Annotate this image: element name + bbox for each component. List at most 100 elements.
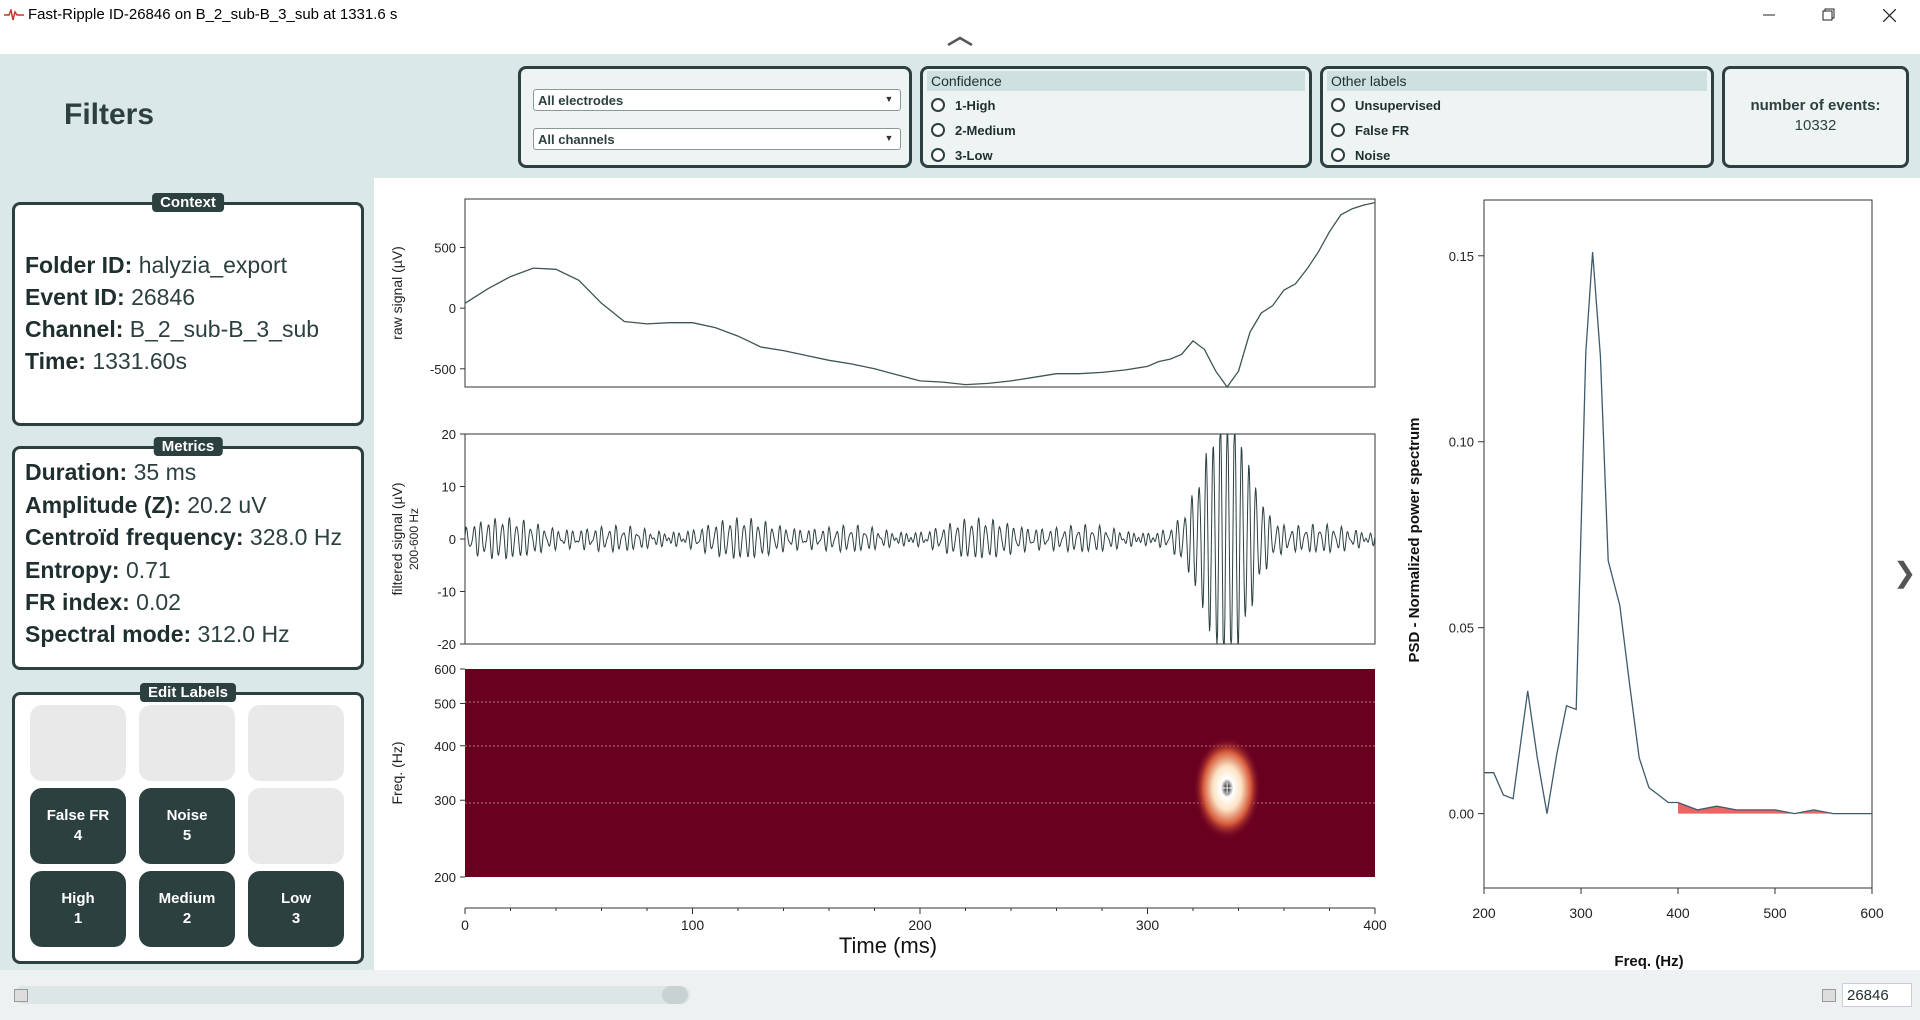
electrode-select[interactable]: All electrodes ▼ — [533, 89, 901, 111]
psd-shaded-region — [1678, 802, 1872, 814]
radio-confidence-high[interactable]: 1-High — [931, 95, 995, 115]
radio-label: 3-Low — [955, 147, 993, 163]
event-id-row: Event ID: 26846 — [25, 284, 195, 311]
amplitude-value: 20.2 uV — [187, 492, 267, 518]
medium-button[interactable]: Medium 2 — [139, 871, 235, 947]
channel-select[interactable]: All channels ▼ — [533, 128, 901, 150]
raw-ytick-label: 500 — [434, 241, 456, 256]
psd-line — [1484, 252, 1872, 815]
tf-peak-marker — [1222, 783, 1233, 794]
event-count-value: 10332 — [1794, 117, 1837, 134]
radio-circle — [931, 148, 945, 162]
spectral-mode-row: Spectral mode: 312.0 Hz — [25, 621, 290, 648]
folder-id-value: halyzia_export — [138, 252, 288, 278]
restore-button[interactable] — [1800, 0, 1858, 30]
raw-ytick-label: -500 — [430, 362, 456, 377]
high-button[interactable]: High 1 — [30, 871, 126, 947]
low-shortcut: 3 — [291, 910, 301, 927]
minimize-icon — [1763, 14, 1775, 16]
edit-labels-box: Edit Labels False FR 4 Noise 5 High 1 Me… — [12, 683, 364, 964]
psd-xlabel: Freq. (Hz) — [1614, 953, 1683, 970]
radio-circle — [1331, 123, 1345, 137]
collapse-bar — [0, 30, 1920, 54]
time-xtick-label: 0 — [461, 917, 469, 933]
metrics-box: Metrics Duration: 35 ms Amplitude (Z): 2… — [12, 437, 364, 670]
time-xtick-label: 400 — [1363, 917, 1387, 933]
confidence-filter: Confidence 1-High 2-Medium 3-Low — [920, 66, 1312, 168]
event-id-spin-handle[interactable] — [1822, 989, 1836, 1002]
app-signal-icon — [4, 9, 24, 21]
radio-false-fr[interactable]: False FR — [1331, 120, 1409, 140]
context-title: Context — [152, 193, 224, 212]
slider-left-handle[interactable] — [14, 989, 28, 1002]
filtered-signal-plot: 20 10 0 -10 -20 filtered signal (µV) 200-600… — [389, 427, 1376, 652]
radio-label: Noise — [1355, 147, 1391, 163]
plots-area: 500 0 -500 raw signal (µV) 20 10 0 -10 -20 fil… — [374, 178, 1920, 970]
filtered-ylabel-band: 200-600 Hz — [407, 508, 421, 570]
close-icon — [1882, 8, 1896, 22]
tf-ytick-label: 300 — [434, 793, 456, 808]
noise-shortcut: 5 — [182, 827, 192, 844]
time-key: Time: — [25, 348, 86, 374]
psd-ytick-label: 0.15 — [1449, 249, 1474, 264]
confidence-title: Confidence — [927, 71, 1305, 91]
radio-circle — [931, 123, 945, 137]
radio-label: Unsupervised — [1355, 97, 1441, 113]
radio-confidence-medium[interactable]: 2-Medium — [931, 120, 1016, 140]
duration-key: Duration: — [25, 459, 128, 485]
close-button[interactable] — [1860, 0, 1918, 30]
filtered-ytick-label: 10 — [442, 480, 456, 495]
empty-label-slot — [30, 705, 126, 781]
left-panel: Context Folder ID: halyzia_export Event … — [0, 178, 374, 970]
event-slider[interactable] — [14, 986, 690, 1004]
empty-label-slot — [139, 705, 235, 781]
other-labels-title: Other labels — [1327, 71, 1707, 91]
filtered-ytick-label: -10 — [437, 585, 456, 600]
bottom-bar: 26846 — [0, 970, 1920, 1020]
radio-noise[interactable]: Noise — [1331, 145, 1390, 165]
false-fr-label: False FR — [46, 807, 110, 824]
tf-ytick-label: 200 — [434, 870, 456, 885]
psd-xtick-label: 200 — [1472, 905, 1496, 921]
centroid-frequency-key: Centroïd frequency: — [25, 524, 244, 550]
psd-xtick-label: 400 — [1666, 905, 1690, 921]
raw-ylabel: raw signal (µV) — [389, 246, 405, 340]
radio-circle — [1331, 98, 1345, 112]
tf-ytick-label: 600 — [434, 662, 456, 677]
entropy-row: Entropy: 0.71 — [25, 557, 171, 584]
psd-ytick-label: 0.00 — [1449, 807, 1474, 822]
edit-labels-title: Edit Labels — [139, 683, 237, 702]
radio-confidence-low[interactable]: 3-Low — [931, 145, 993, 165]
empty-label-slot — [248, 705, 344, 781]
time-xticks: 0 100 200 300 400 — [461, 908, 1387, 933]
channel-row: Channel: B_2_sub-B_3_sub — [25, 316, 319, 343]
medium-shortcut: 2 — [182, 910, 192, 927]
filtered-ytick-label: 0 — [449, 532, 456, 547]
restore-icon — [1822, 8, 1835, 21]
minimize-button[interactable] — [1740, 0, 1798, 30]
noise-button[interactable]: Noise 5 — [139, 788, 235, 864]
context-box: Context Folder ID: halyzia_export Event … — [12, 193, 364, 426]
low-button[interactable]: Low 3 — [248, 871, 344, 947]
centroid-frequency-value: 328.0 Hz — [249, 524, 342, 550]
slider-thumb[interactable] — [662, 986, 688, 1004]
high-shortcut: 1 — [73, 910, 83, 927]
event-count-box: number of events: 10332 — [1722, 66, 1909, 168]
radio-unsupervised[interactable]: Unsupervised — [1331, 95, 1441, 115]
channel-value: B_2_sub-B_3_sub — [129, 316, 320, 342]
time-axis: 0 100 200 300 400 Time (ms) — [461, 907, 1387, 958]
chevron-up-icon[interactable] — [946, 36, 974, 46]
tf-yticks: 600 500 400 300 200 — [434, 662, 465, 885]
chevron-right-icon[interactable]: ❯ — [1893, 557, 1917, 588]
radio-circle — [931, 98, 945, 112]
noise-label: Noise — [166, 807, 208, 824]
raw-yticks: 500 0 -500 — [430, 241, 465, 377]
title-bar: Fast-Ripple ID-26846 on B_2_sub-B_3_sub … — [0, 0, 1920, 30]
psd-xtick-label: 600 — [1860, 905, 1884, 921]
event-id-input[interactable]: 26846 — [1842, 983, 1912, 1007]
tf-ytick-label: 400 — [434, 739, 456, 754]
window-title: Fast-Ripple ID-26846 on B_2_sub-B_3_sub … — [28, 6, 398, 23]
false-fr-button[interactable]: False FR 4 — [30, 788, 126, 864]
event-count-label: number of events: — [1750, 97, 1881, 114]
